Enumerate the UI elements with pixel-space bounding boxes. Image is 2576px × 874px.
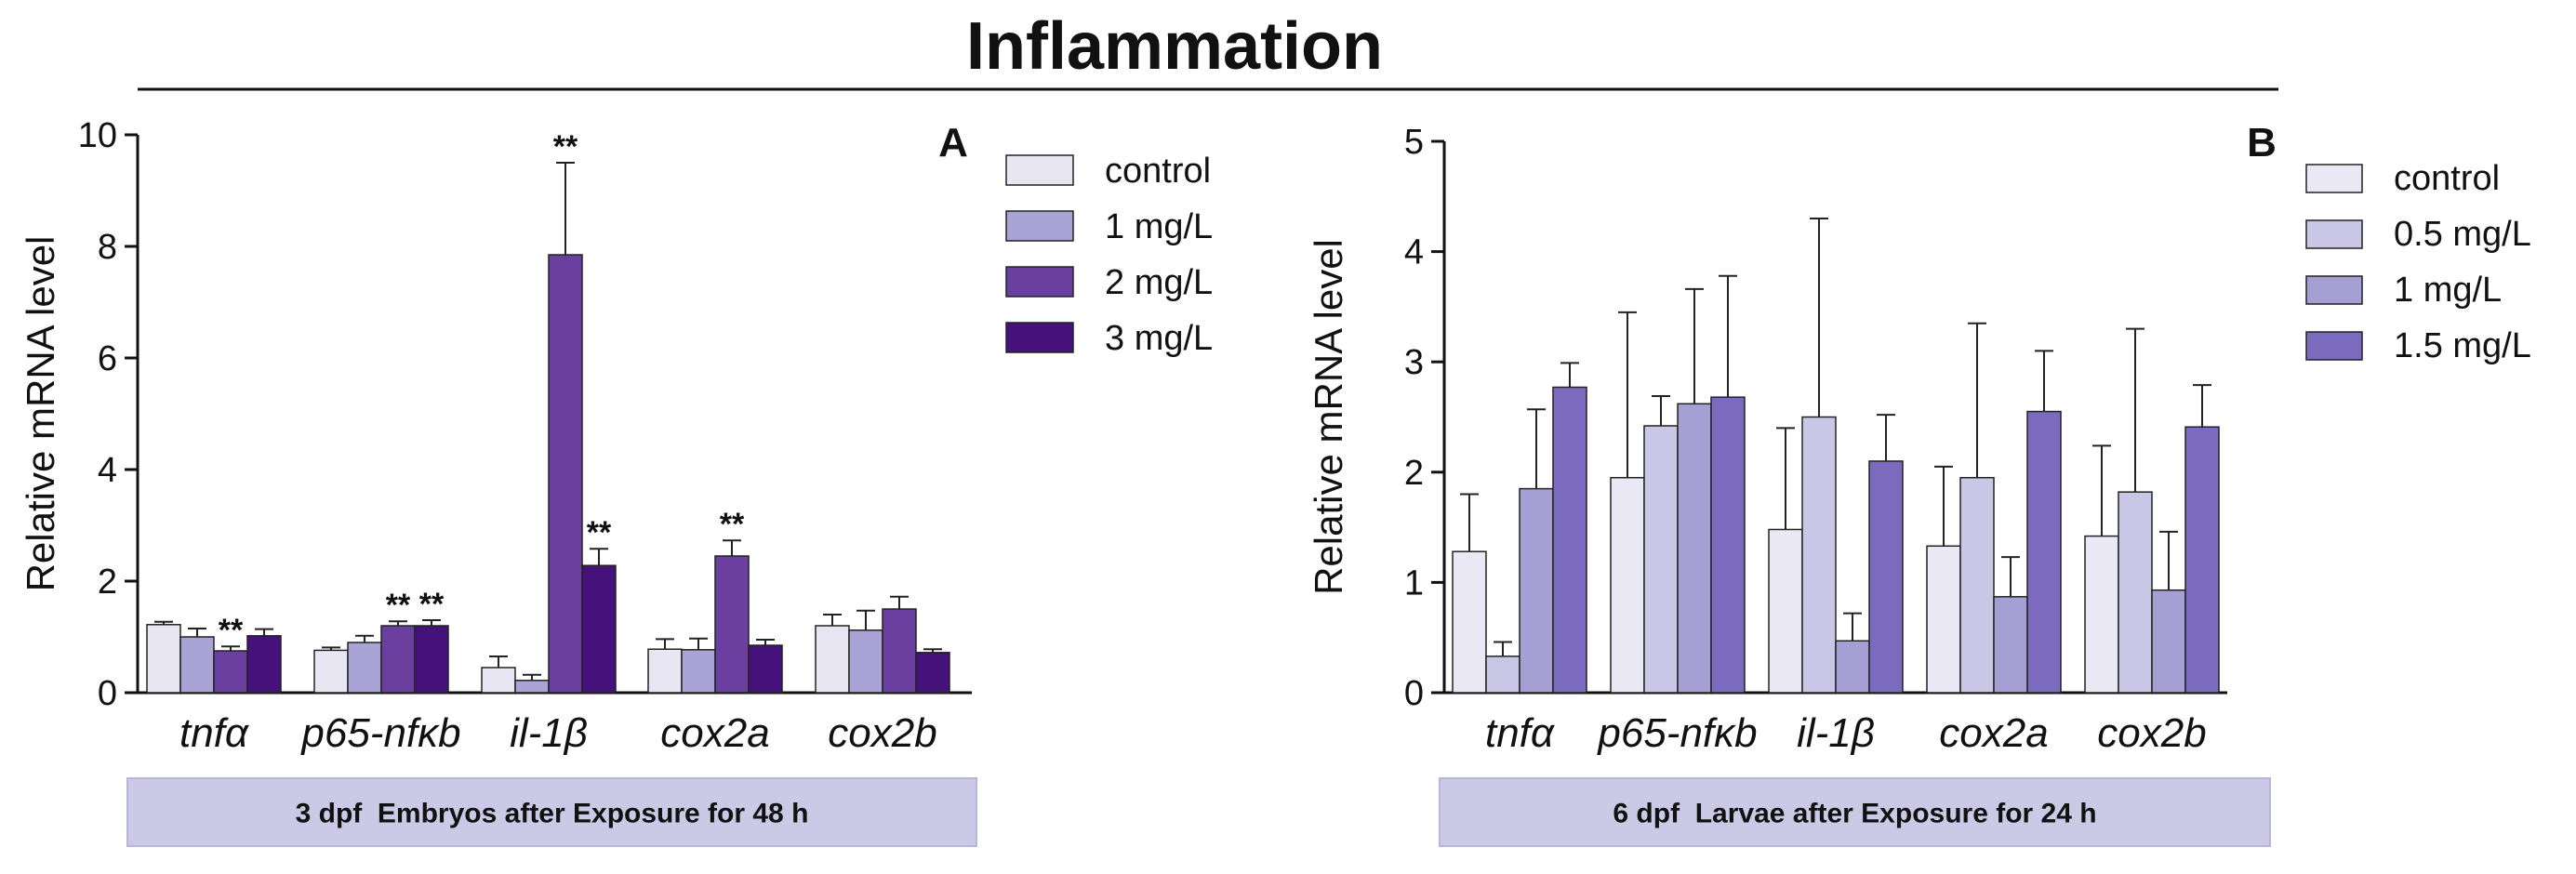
legend-swatch	[1005, 154, 1074, 186]
x-category-label: cox2a	[1939, 710, 2048, 756]
y-tick-label: 0	[1404, 674, 1424, 713]
significance-mark: **	[386, 588, 411, 623]
bar-B-1-0	[1610, 476, 1645, 694]
x-category-label: cox2a	[660, 710, 769, 756]
y-tick-label: 0	[98, 674, 117, 713]
bar-B-1-1	[1643, 425, 1679, 694]
bar-A-2-1	[514, 680, 550, 694]
bar-A-4-0	[815, 625, 850, 694]
bar-A-3-0	[647, 648, 683, 694]
bar-A-4-1	[848, 629, 883, 694]
y-tick-label: 3	[1404, 343, 1424, 382]
legend-label: 2 mg/L	[1105, 263, 1213, 302]
x-category-label: cox2b	[2097, 710, 2206, 756]
y-tick-label: 4	[1404, 233, 1424, 272]
legend-label: 1.5 mg/L	[2394, 326, 2531, 365]
y-tick-label: 8	[98, 228, 117, 267]
caption-box	[126, 777, 977, 847]
bar-B-0-0	[1452, 550, 1487, 694]
legend-swatch	[2305, 219, 2363, 249]
legend-label: 3 mg/L	[1105, 319, 1213, 358]
bar-B-2-2	[1835, 640, 1870, 694]
panel-letter: A	[938, 120, 968, 166]
bar-A-3-2	[714, 555, 750, 694]
bar-A-4-2	[882, 608, 917, 694]
legend-label: 0.5 mg/L	[2394, 215, 2531, 254]
bar-B-4-0	[2084, 535, 2119, 694]
y-axis-label: Relative mRNA level	[1307, 239, 1350, 595]
x-category-label: tnfα	[1485, 710, 1556, 756]
y-tick-label: 2	[1404, 454, 1424, 493]
bar-B-0-2	[1519, 487, 1554, 694]
bar-A-0-2	[213, 650, 248, 694]
y-tick-label: 10	[78, 116, 117, 155]
significance-mark: **	[219, 613, 244, 648]
legend-swatch	[2305, 275, 2363, 305]
bar-A-2-3	[581, 564, 617, 694]
bar-A-0-3	[246, 635, 282, 694]
significance-mark: **	[553, 129, 578, 165]
bar-A-1-3	[414, 625, 449, 694]
significance-mark: **	[587, 515, 612, 550]
bar-B-3-1	[1959, 476, 1995, 694]
bar-A-3-1	[681, 649, 716, 694]
y-tick-label: 5	[1404, 123, 1424, 162]
legend-swatch	[1005, 266, 1074, 298]
caption-text: 3 dpf Embryos after Exposure for 48 h	[296, 799, 809, 829]
bar-A-1-2	[380, 625, 416, 694]
bar-A-0-1	[179, 636, 215, 694]
bar-B-4-2	[2151, 589, 2186, 694]
x-category-label: cox2b	[828, 710, 936, 756]
legend-swatch	[2305, 164, 2363, 193]
bar-B-1-2	[1677, 403, 1712, 694]
y-axis-label: Relative mRNA level	[19, 236, 62, 592]
bar-B-2-3	[1868, 460, 1904, 694]
bar-B-4-1	[2118, 491, 2153, 694]
legend-label: 1 mg/L	[1105, 207, 1213, 246]
y-tick-label: 1	[1404, 563, 1424, 603]
bar-B-3-3	[2026, 410, 2062, 694]
bar-B-0-3	[1552, 386, 1587, 694]
x-category-label: tnfα	[179, 710, 250, 756]
legend-swatch	[2305, 331, 2363, 361]
legend-label: control	[1105, 152, 1211, 191]
x-category-label: il-1β	[1797, 710, 1875, 756]
bar-A-0-0	[146, 624, 181, 694]
bar-B-2-1	[1801, 416, 1837, 694]
caption-box	[1439, 777, 2271, 847]
bar-A-2-0	[481, 667, 516, 694]
bar-B-0-1	[1485, 656, 1520, 694]
y-tick-label: 2	[98, 563, 117, 602]
x-category-label: il-1β	[510, 710, 588, 756]
bar-B-4-3	[2184, 426, 2220, 694]
panel-letter: B	[2247, 120, 2277, 166]
bar-A-3-3	[748, 644, 783, 694]
legend-label: control	[2394, 159, 2500, 198]
bar-A-1-0	[313, 649, 349, 694]
legend-label: 1 mg/L	[2394, 271, 2502, 310]
figure-title: Inflammation	[966, 9, 1383, 84]
bar-B-3-2	[1993, 596, 2028, 694]
y-tick-label: 4	[98, 451, 117, 490]
legend-swatch	[1005, 210, 1074, 242]
bar-B-3-0	[1926, 545, 1961, 694]
bar-A-2-2	[548, 254, 583, 694]
legend-swatch	[1005, 322, 1074, 353]
bar-B-2-0	[1768, 528, 1803, 694]
x-category-label: p65-nfκb	[1596, 710, 1757, 756]
significance-mark: **	[720, 507, 745, 542]
y-tick-label: 6	[98, 339, 117, 378]
caption-text: 6 dpf Larvae after Exposure for 24 h	[1613, 799, 2096, 829]
bar-A-4-3	[915, 652, 950, 694]
bar-A-1-1	[347, 642, 382, 694]
significance-mark: **	[419, 587, 445, 622]
bar-B-1-3	[1710, 396, 1746, 694]
x-category-label: p65-nfκb	[299, 710, 460, 756]
